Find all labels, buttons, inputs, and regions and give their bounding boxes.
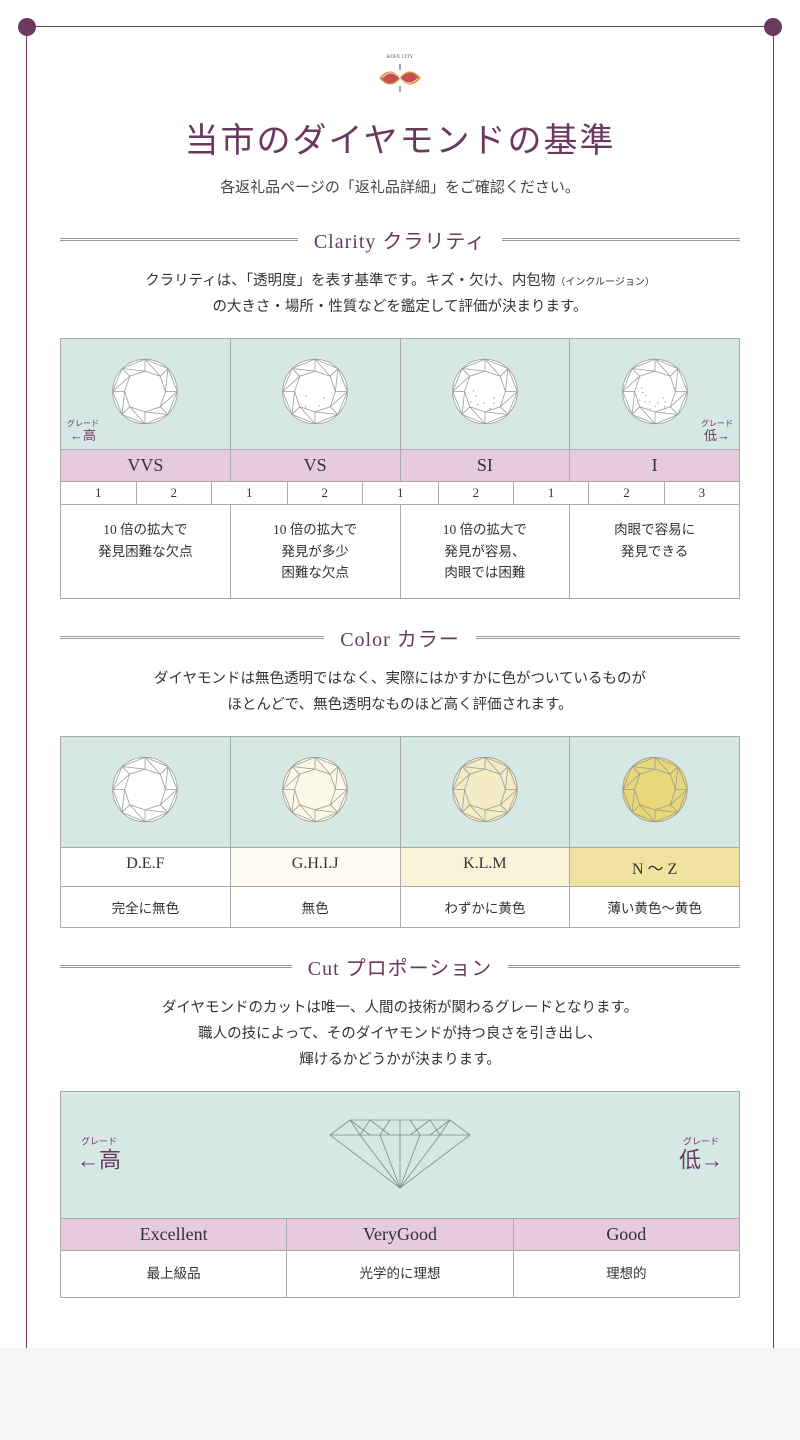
cut-table: グレード ←高 グレード 低→ Excellent [60, 1091, 740, 1298]
section-header-clarity: Clarity クラリティ [60, 225, 740, 254]
page-title: 当市のダイヤモンドの基準 [60, 113, 740, 162]
color-grade-label: G.H.I.J [231, 847, 401, 886]
cut-grade-desc: 理想的 [514, 1250, 739, 1297]
color-grade-label: D.E.F [61, 847, 231, 886]
color-grade-desc: わずかに黄色 [401, 886, 571, 927]
clarity-grade-desc: 10 倍の拡大で発見が容易、肉眼では困難 [401, 504, 571, 598]
cut-grade-label: Excellent [61, 1218, 287, 1250]
diamond-side-icon [320, 1110, 480, 1195]
section-header-color: Color カラー [60, 623, 740, 652]
grade-high-indicator: グレード ←高 [67, 420, 99, 443]
section-header-cut: Cut プロポーション [60, 952, 740, 981]
color-description: ダイヤモンドは無色透明ではなく、実際にはかすかに色がついているものがほとんどで、… [60, 666, 740, 718]
clarity-grade-label: VS [231, 449, 401, 481]
frame-corner [764, 18, 782, 36]
clarity-subgrade: 1 [363, 482, 439, 504]
cut-grade-label: VeryGood [287, 1218, 513, 1250]
frame-corner [18, 18, 36, 36]
cut-grade-desc: 最上級品 [61, 1250, 287, 1297]
cut-description: ダイヤモンドのカットは唯一、人間の技術が関わるグレードとなります。職人の技によっ… [60, 995, 740, 1073]
diamond-clarity-icon [231, 339, 401, 449]
clarity-grade-label: SI [401, 449, 571, 481]
svg-text:KOFU CITY: KOFU CITY [387, 55, 414, 60]
clarity-table: グレード ←高 グレード 低→ [60, 338, 740, 599]
diamond-clarity-icon [401, 339, 571, 449]
grade-low-indicator: グレード 低→ [701, 420, 733, 443]
clarity-subgrade: 1 [61, 482, 137, 504]
color-grade-label: N ～ Z [570, 847, 739, 886]
clarity-description: クラリティは、「透明度」を表す基準です。キズ・欠け、内包物（インクルージョン） … [60, 268, 740, 320]
clarity-grade-desc: 肉眼で容易に発見できる [570, 504, 739, 598]
clarity-grade-desc: 10 倍の拡大で発見困難な欠点 [61, 504, 231, 598]
clarity-subgrade: 2 [439, 482, 514, 504]
page-subtitle: 各返礼品ページの「返礼品詳細」をご確認ください。 [60, 176, 740, 197]
clarity-grade-label: I [570, 449, 739, 481]
diamond-color-icon [401, 737, 571, 847]
color-grade-desc: 完全に無色 [61, 886, 231, 927]
grade-low-indicator: グレード 低→ [679, 1137, 723, 1174]
kofu-city-logo: KOFU CITY [60, 50, 740, 105]
clarity-subgrade: 1 [212, 482, 288, 504]
color-grade-label: K.L.M [401, 847, 571, 886]
color-grade-desc: 無色 [231, 886, 401, 927]
clarity-grade-label: VVS [61, 449, 231, 481]
clarity-subgrade: 3 [665, 482, 739, 504]
color-table: D.E.FG.H.I.JK.L.MN ～ Z 完全に無色無色わずかに黄色薄い黄色… [60, 736, 740, 928]
cut-grade-label: Good [514, 1218, 739, 1250]
clarity-subgrade: 2 [137, 482, 212, 504]
clarity-subgrade: 2 [589, 482, 664, 504]
diamond-color-icon [61, 737, 231, 847]
grade-high-indicator: グレード ←高 [77, 1137, 121, 1174]
cut-grade-desc: 光学的に理想 [287, 1250, 513, 1297]
clarity-grade-desc: 10 倍の拡大で発見が多少困難な欠点 [231, 504, 401, 598]
color-grade-desc: 薄い黄色～黄色 [570, 886, 739, 927]
page: KOFU CITY 当市のダイヤモンドの基準 各返礼品ページの「返礼品詳細」をご… [0, 0, 800, 1348]
diamond-color-icon [231, 737, 401, 847]
diamond-color-icon [570, 737, 739, 847]
clarity-subgrade: 1 [514, 482, 589, 504]
clarity-subgrade: 2 [288, 482, 363, 504]
